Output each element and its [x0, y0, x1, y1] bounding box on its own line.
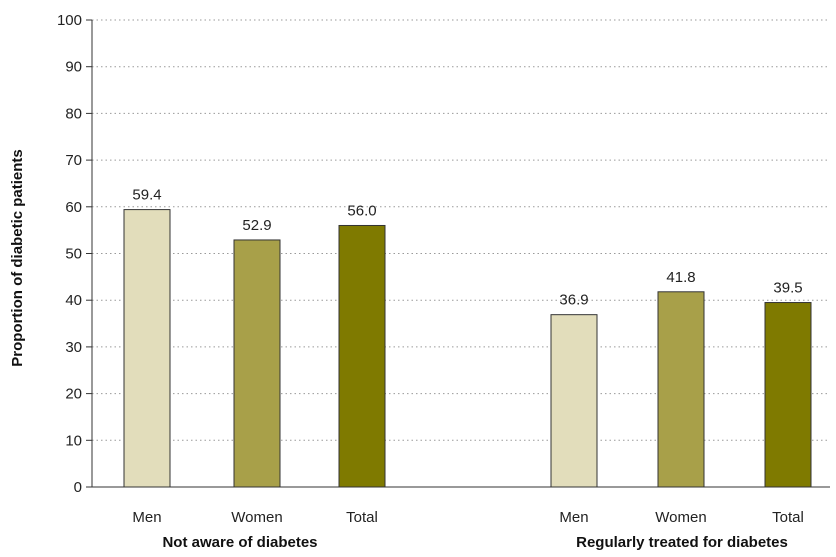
data-label: 36.9	[559, 292, 588, 309]
y-tick-label: 10	[65, 432, 82, 449]
y-tick-label: 40	[65, 292, 82, 309]
data-label: 39.5	[773, 280, 802, 297]
y-tick-label: 70	[65, 152, 82, 169]
y-axis-title: Proportion of diabetic patients	[9, 149, 26, 367]
y-tick-label: 30	[65, 339, 82, 356]
data-label: 41.8	[666, 269, 695, 286]
category-label: Men	[132, 509, 161, 526]
category-label: Men	[559, 509, 588, 526]
category-label: Women	[231, 509, 282, 526]
data-label: 56.0	[347, 202, 376, 219]
y-tick-label: 20	[65, 386, 82, 403]
category-label: Women	[655, 509, 706, 526]
bar-total	[764, 302, 812, 488]
group-label: Regularly treated for diabetes	[576, 534, 788, 551]
bar-men	[550, 314, 598, 488]
category-label: Total	[772, 509, 804, 526]
y-tick-label: 100	[57, 12, 82, 29]
y-tick-label: 50	[65, 246, 82, 263]
bar-women	[233, 239, 281, 488]
group-label: Not aware of diabetes	[162, 534, 317, 551]
category-label: Total	[346, 509, 378, 526]
y-tick-label: 60	[65, 199, 82, 216]
bar-women	[657, 291, 705, 488]
data-label: 59.4	[132, 187, 161, 204]
grid-lines	[86, 19, 830, 488]
y-tick-label: 80	[65, 105, 82, 122]
bars	[123, 209, 812, 488]
bar-men	[123, 209, 171, 488]
y-tick-label: 90	[65, 59, 82, 76]
bar-total	[338, 224, 386, 488]
labels: 0 10 20 30 40 50 60 70 80 90 100 59.4 Men 52.9 Women 56…	[57, 12, 804, 551]
data-label: 52.9	[242, 217, 271, 234]
y-tick-label: 0	[74, 479, 82, 496]
